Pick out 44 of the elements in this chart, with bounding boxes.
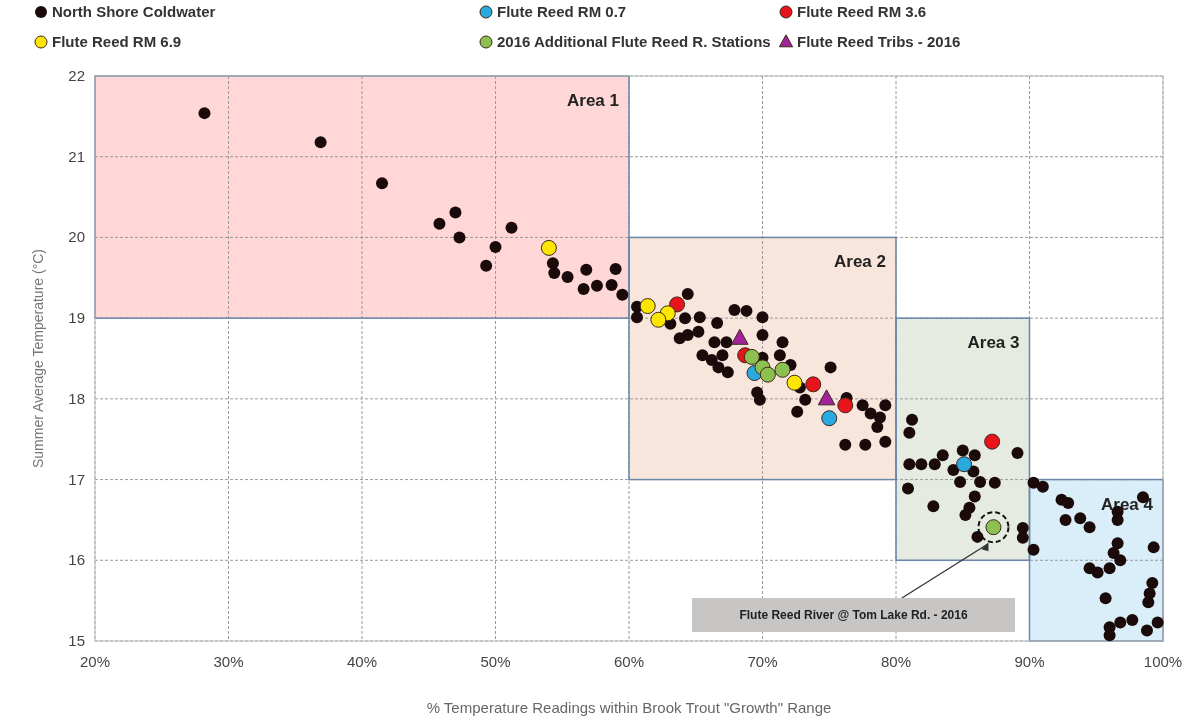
legend-label: 2016 Additional Flute Reed R. Stations [497,33,771,50]
point [805,376,822,393]
point [984,433,1001,450]
point [956,456,973,473]
x-tick-label: 50% [480,653,511,670]
point [731,328,749,345]
band-label: Area 1 [567,91,619,110]
point [821,410,838,427]
band-label: Area 3 [967,333,1020,353]
y-axis-title: Summer Average Temperature (°C) [30,248,46,469]
x-tick-label: 30% [213,653,244,670]
x-axis-title: % Temperature Readings within Brook Trout "Growth" Range [426,699,832,716]
point [669,296,686,313]
point [639,298,656,315]
y-tick-label: 18 [68,389,85,407]
point [774,361,791,378]
y-tick-label: 22 [68,67,85,84]
point [743,348,760,365]
point [817,389,836,406]
x-tick-label: 20% [79,653,111,670]
x-tick-label: 60% [613,653,645,670]
y-tick-label: 20 [68,228,85,246]
legend-label: Flute Reed RM 6.9 [52,33,182,50]
y-tick-label: 16 [68,551,85,569]
y-tick-label: 15 [68,632,85,649]
x-tick-label: 40% [346,653,378,670]
x-tick-label: 100% [1143,653,1183,670]
point [759,366,776,383]
legend-label: Flute Reed RM 3.6 [797,3,927,20]
x-tick-label: 80% [880,653,912,670]
y-tick-label: 19 [68,309,85,327]
legend-label: Flute Reed Tribs - 2016 [797,33,961,50]
legend-label: North Shore Coldwater [52,3,216,20]
point [540,239,557,256]
y-tick-label: 21 [68,147,85,165]
band-label: Area 2 [834,252,886,272]
x-tick-label: 70% [747,653,778,670]
point [837,397,854,414]
annotation: Flute Reed River @ Tom Lake Rd. - 2016 [739,608,968,622]
y-tick-label: 17 [68,470,85,488]
point [650,311,667,328]
x-tick-label: 90% [1014,653,1045,670]
legend-label: Flute Reed RM 0.7 [497,3,627,20]
point [786,374,803,391]
